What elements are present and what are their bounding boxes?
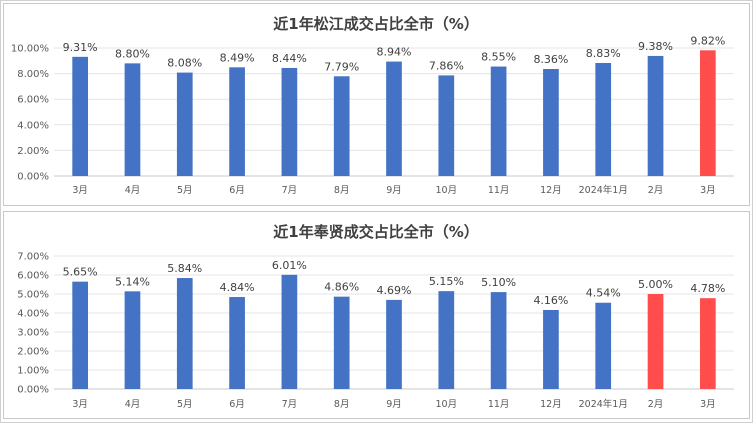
- bar-value-label: 8.44%: [272, 52, 307, 65]
- bar-value-label: 4.86%: [324, 281, 359, 294]
- y-tick-label: 8.00%: [17, 69, 49, 80]
- x-tick-label: 4月: [125, 399, 141, 410]
- bar: [543, 68, 559, 176]
- bar-value-label: 5.84%: [167, 262, 202, 275]
- bar-value-label: 9.31%: [63, 41, 98, 54]
- bar: [176, 72, 193, 176]
- bar-value-label: 8.49%: [220, 51, 255, 64]
- bar-value-label: 8.80%: [115, 47, 150, 60]
- highlighted-bar: [700, 50, 716, 176]
- bar: [438, 75, 455, 176]
- bar: [595, 302, 612, 389]
- bar: [281, 67, 298, 176]
- y-tick-label: 10.00%: [11, 44, 49, 55]
- highlighted-bar: [647, 294, 664, 389]
- x-tick-label: 12月: [540, 185, 562, 196]
- highlighted-bar: [700, 298, 716, 389]
- x-tick-label: 12月: [540, 399, 562, 410]
- x-tick-label: 9月: [386, 399, 402, 410]
- chart-title: 近1年松江成交占比全市（%）: [273, 15, 478, 33]
- bar-value-label: 5.65%: [63, 266, 98, 279]
- bar-value-label: 6.01%: [272, 259, 307, 272]
- bar: [176, 278, 193, 389]
- x-tick-label: 2月: [648, 185, 664, 196]
- fengxian-share-chart: 近1年奉贤成交占比全市（%） 0.00% 1.00% 2.00% 3.00% 4.00%…: [3, 211, 750, 419]
- bar-value-label: 8.08%: [167, 57, 202, 70]
- y-tick-label: 4.00%: [17, 120, 49, 131]
- x-tick-label: 3月: [700, 399, 716, 410]
- bar-value-label: 5.15%: [429, 275, 464, 288]
- y-tick-label: 7.00%: [17, 252, 49, 263]
- y-tick-label: 6.00%: [17, 95, 49, 106]
- bar-value-label: 4.54%: [586, 287, 621, 300]
- x-tick-label: 9月: [386, 185, 402, 196]
- bar-value-label: 8.94%: [377, 46, 412, 59]
- x-tick-label: 6月: [229, 399, 245, 410]
- y-tick-label: 6.00%: [17, 271, 49, 282]
- x-tick-label: 5月: [177, 399, 193, 410]
- bar: [72, 281, 88, 389]
- x-tick-label: 8月: [334, 399, 350, 410]
- x-tick-label: 3月: [700, 185, 716, 196]
- bar: [543, 309, 559, 389]
- bar: [229, 297, 245, 389]
- bar-value-label: 4.69%: [377, 284, 412, 297]
- bar: [124, 291, 141, 389]
- x-tick-label: 2024年1月: [579, 184, 628, 196]
- x-tick-label: 6月: [229, 185, 245, 196]
- x-tick-label: 5月: [177, 185, 193, 196]
- bar: [386, 61, 402, 176]
- bar-value-label: 8.36%: [533, 53, 568, 66]
- chart-title: 近1年奉贤成交占比全市（%）: [273, 223, 478, 241]
- bar-value-label: 8.55%: [481, 51, 516, 64]
- bar-value-label: 5.14%: [115, 275, 150, 288]
- bar-value-label: 4.16%: [533, 294, 568, 307]
- y-tick-label: 0.00%: [17, 385, 49, 396]
- y-tick-label: 0.00%: [17, 172, 49, 183]
- bar-value-label: 9.38%: [638, 40, 673, 53]
- x-tick-label: 10月: [436, 399, 458, 410]
- bar: [647, 55, 664, 176]
- bar: [333, 76, 350, 176]
- bar: [333, 296, 350, 389]
- x-tick-label: 11月: [488, 399, 510, 410]
- bar-value-label: 8.83%: [586, 47, 621, 60]
- x-tick-label: 3月: [72, 399, 88, 410]
- x-tick-label: 11月: [488, 185, 510, 196]
- bar-value-label: 9.82%: [690, 34, 725, 47]
- x-tick-label: 2月: [648, 399, 664, 410]
- x-tick-label: 3月: [72, 185, 88, 196]
- bar-value-label: 5.10%: [481, 276, 516, 289]
- y-tick-label: 1.00%: [17, 366, 49, 377]
- y-tick-label: 2.00%: [17, 347, 49, 358]
- x-tick-label: 4月: [125, 185, 141, 196]
- x-tick-label: 7月: [282, 185, 298, 196]
- bar-value-label: 4.84%: [220, 281, 255, 294]
- y-tick-label: 2.00%: [17, 146, 49, 157]
- bar-value-label: 5.00%: [638, 278, 673, 291]
- bar-value-label: 7.79%: [324, 60, 359, 73]
- x-tick-label: 2024年1月: [579, 398, 628, 410]
- x-tick-label: 10月: [436, 185, 458, 196]
- bar: [595, 62, 612, 177]
- y-tick-label: 4.00%: [17, 309, 49, 320]
- songjiang-chart-svg: 近1年松江成交占比全市（%） 0.00% 2.00% 4.00% 6.00% 8.00%…: [11, 15, 734, 196]
- y-tick-label: 5.00%: [17, 290, 49, 301]
- bar: [281, 274, 298, 389]
- bar: [72, 56, 88, 176]
- songjiang-share-chart: 近1年松江成交占比全市（%） 0.00% 2.00% 4.00% 6.00% 8.00%…: [3, 3, 750, 206]
- x-tick-label: 7月: [282, 399, 298, 410]
- bar-value-label: 4.78%: [690, 282, 725, 295]
- bar: [438, 291, 455, 389]
- bar: [490, 292, 507, 389]
- fengxian-chart-svg: 近1年奉贤成交占比全市（%） 0.00% 1.00% 2.00% 3.00% 4.00%…: [17, 223, 734, 410]
- bar: [386, 299, 402, 389]
- bar-value-label: 7.86%: [429, 59, 464, 72]
- bar: [124, 63, 141, 176]
- bar: [229, 67, 245, 176]
- bar: [490, 66, 507, 176]
- x-tick-label: 8月: [334, 185, 350, 196]
- y-tick-label: 3.00%: [17, 328, 49, 339]
